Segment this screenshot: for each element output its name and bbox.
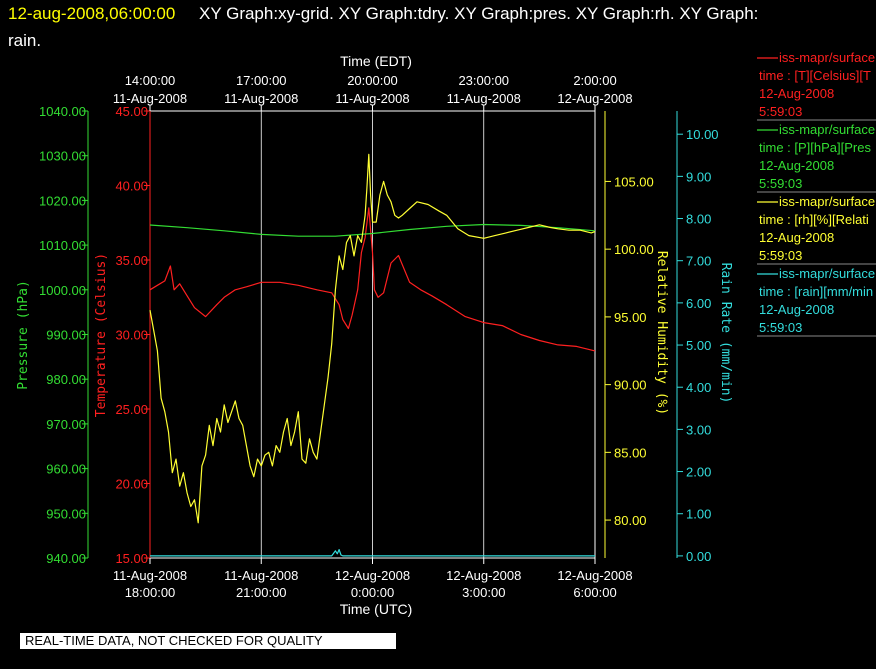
- rain-axis-title: Rain Rate (mm/min): [718, 263, 733, 404]
- legend-variable: time : [rain][mm/min: [759, 284, 873, 299]
- x-top-tick-time: 2:00:00: [573, 73, 616, 88]
- pressure-tick-label: 950.00: [46, 506, 86, 521]
- x-bottom-tick-date: 11-Aug-2008: [113, 568, 187, 583]
- legend-date: 12-Aug-2008: [759, 86, 834, 101]
- grid-lines: [260, 111, 485, 558]
- rain-series-line: [150, 548, 595, 557]
- bottom-time-axis: 11-Aug-2008 18:00:00 11-Aug-2008 21:00:00 12…: [113, 558, 633, 600]
- humidity-tick-label: 100.00: [614, 242, 654, 257]
- x-bottom-axis-title: Time (UTC): [340, 601, 413, 617]
- humidity-tick-label: 80.00: [614, 513, 647, 528]
- quality-banner: REAL-TIME DATA, NOT CHECKED FOR QUALITY: [25, 633, 323, 648]
- x-top-tick-time: 23:00:00: [458, 73, 509, 88]
- rain-tick-label: 3.00: [686, 422, 711, 437]
- pressure-tick-label: 1040.00: [39, 104, 86, 119]
- title-graphs-line2: rain.: [8, 31, 41, 50]
- legend-time: 5:59:03: [759, 104, 802, 119]
- x-top-axis-title: Time (EDT): [340, 53, 412, 69]
- x-top-tick-date: 11-Aug-2008: [447, 91, 521, 106]
- rain-tick-label: 9.00: [686, 169, 711, 184]
- pressure-tick-label: 980.00: [46, 372, 86, 387]
- rain-tick-label: 0.00: [686, 549, 711, 564]
- x-top-tick-time: 14:00:00: [125, 73, 176, 88]
- temperature-tick-label: 45.00: [115, 104, 148, 119]
- legend-date: 12-Aug-2008: [759, 230, 834, 245]
- temperature-axis: 15.00 20.00 25.00 30.00 35.00 40.00 45.00: [115, 104, 151, 566]
- humidity-tick-label: 95.00: [614, 310, 647, 325]
- legend-source: iss-mapr/surface: [779, 50, 875, 65]
- rain-axis: 0.00 1.00 2.00 3.00 4.00 5.00 6.00 7.00 8.00 9.00…: [676, 111, 719, 564]
- temperature-axis-title: Temperature (Celsius): [94, 253, 109, 417]
- legend-date: 12-Aug-2008: [759, 158, 834, 173]
- rain-tick-label: 2.00: [686, 465, 711, 480]
- x-top-tick-date: 11-Aug-2008: [113, 91, 187, 106]
- legend-variable: time : [T][Celsius][T: [759, 68, 871, 83]
- legend-variable: time : [rh][%][Relati: [759, 212, 869, 227]
- x-top-tick-date: 11-Aug-2008: [335, 91, 409, 106]
- humidity-tick-label: 85.00: [614, 445, 647, 460]
- pressure-axis-title: Pressure (hPa): [16, 280, 31, 390]
- legend-variable: time : [P][hPa][Pres: [759, 140, 871, 155]
- title-graphs: XY Graph:xy-grid. XY Graph:tdry. XY Grap…: [199, 4, 758, 23]
- rain-tick-label: 4.00: [686, 380, 711, 395]
- humidity-tick-label: 90.00: [614, 378, 647, 393]
- legend-source: iss-mapr/surface: [779, 266, 875, 281]
- series-layer: [149, 153, 596, 557]
- pressure-series-line: [149, 223, 596, 237]
- temperature-tick-label: 15.00: [115, 551, 148, 566]
- x-bottom-tick-time: 6:00:00: [573, 585, 616, 600]
- temperature-tick-label: 35.00: [115, 253, 148, 268]
- temperature-tick-label: 25.00: [115, 402, 148, 417]
- x-bottom-tick-date: 12-Aug-2008: [446, 568, 521, 583]
- pressure-tick-label: 1020.00: [39, 193, 86, 208]
- temperature-series-line: [149, 207, 596, 352]
- legend: iss-mapr/surface time : [T][Celsius][T 12-…: [757, 50, 876, 337]
- humidity-axis-title: Relative Humidity (%): [654, 251, 669, 415]
- legend-source: iss-mapr/surface: [779, 122, 875, 137]
- rain-tick-label: 7.00: [686, 254, 711, 269]
- legend-date: 12-Aug-2008: [759, 302, 834, 317]
- pressure-tick-label: 960.00: [46, 462, 86, 477]
- x-bottom-tick-time: 3:00:00: [462, 585, 505, 600]
- title-date: 12-aug-2008,06:00:00: [8, 4, 175, 23]
- top-time-axis: 14:00:00 11-Aug-2008 17:00:00 11-Aug-2008 20…: [113, 73, 633, 111]
- rain-tick-label: 8.00: [686, 212, 711, 227]
- x-bottom-tick-date: 11-Aug-2008: [224, 568, 298, 583]
- legend-time: 5:59:03: [759, 248, 802, 263]
- pressure-tick-label: 1030.00: [39, 149, 86, 164]
- x-bottom-tick-date: 12-Aug-2008: [335, 568, 410, 583]
- temperature-tick-label: 40.00: [115, 179, 148, 194]
- x-bottom-tick-time: 21:00:00: [236, 585, 287, 600]
- rain-tick-label: 6.00: [686, 296, 711, 311]
- x-bottom-tick-time: 0:00:00: [351, 585, 394, 600]
- x-top-tick-time: 20:00:00: [347, 73, 398, 88]
- pressure-axis: 940.00 950.00 960.00 970.00 980.00 990.00 1000…: [39, 104, 89, 566]
- x-bottom-tick-time: 18:00:00: [125, 585, 176, 600]
- rain-tick-label: 10.00: [686, 127, 719, 142]
- temperature-tick-label: 30.00: [115, 328, 148, 343]
- pressure-tick-label: 990.00: [46, 328, 86, 343]
- humidity-axis: 80.00 85.00 90.00 95.00 100.00 105.00: [604, 111, 654, 558]
- rain-tick-label: 5.00: [686, 338, 711, 353]
- x-bottom-tick-date: 12-Aug-2008: [557, 568, 632, 583]
- rain-tick-label: 1.00: [686, 507, 711, 522]
- x-top-tick-date: 12-Aug-2008: [557, 91, 632, 106]
- legend-source: iss-mapr/surface: [779, 194, 875, 209]
- humidity-series-line: [149, 153, 596, 524]
- pressure-tick-label: 1010.00: [39, 238, 86, 253]
- x-top-tick-date: 11-Aug-2008: [224, 91, 298, 106]
- x-top-tick-time: 17:00:00: [236, 73, 287, 88]
- pressure-tick-label: 1000.00: [39, 283, 86, 298]
- pressure-tick-label: 940.00: [46, 551, 86, 566]
- legend-time: 5:59:03: [759, 320, 802, 335]
- pressure-tick-label: 970.00: [46, 417, 86, 432]
- legend-time: 5:59:03: [759, 176, 802, 191]
- quality-banner-bg: [20, 633, 396, 649]
- humidity-tick-label: 105.00: [614, 174, 654, 189]
- temperature-tick-label: 20.00: [115, 477, 148, 492]
